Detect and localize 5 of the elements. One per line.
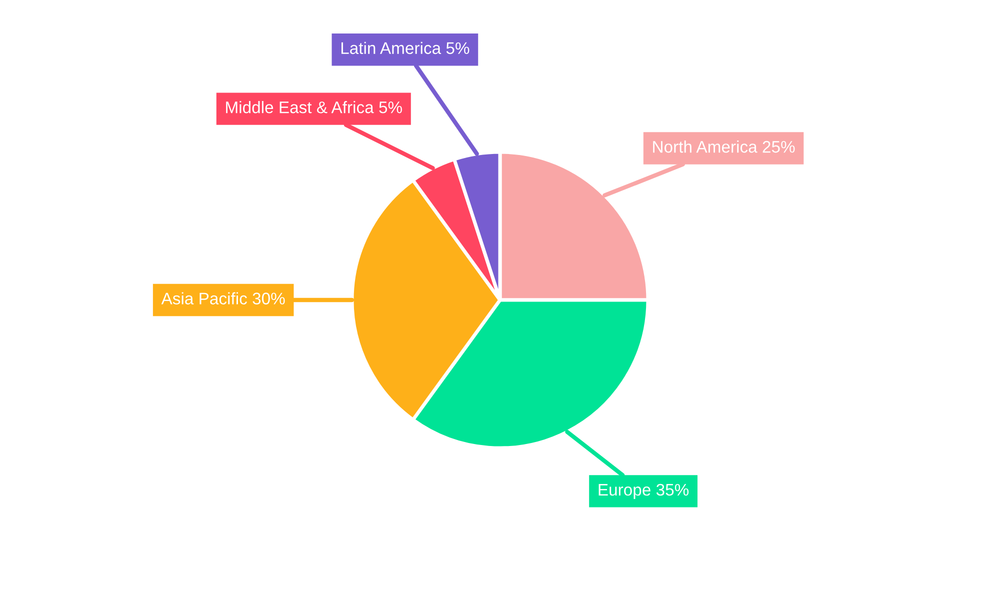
slice-label: North America 25% (653, 140, 795, 153)
slice-label: Latin America 5% (341, 42, 470, 54)
slice-label: Europe 35% (598, 484, 689, 499)
slice-label: Middle East & Africa 5% (226, 101, 402, 114)
slice-label: Asia Pacific 30% (161, 292, 285, 304)
